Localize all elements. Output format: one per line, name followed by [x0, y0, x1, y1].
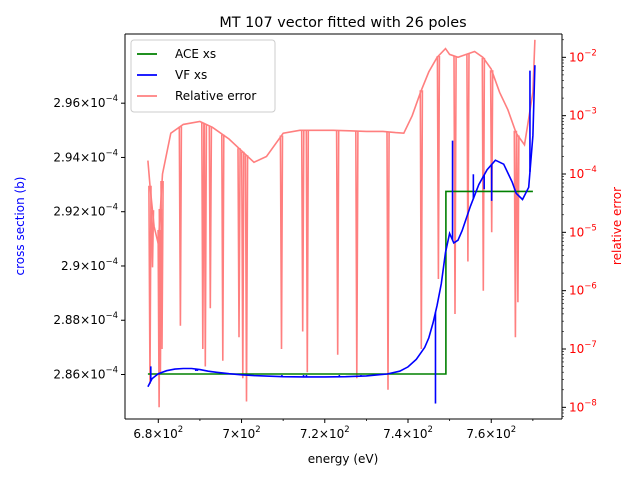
right-tick-label: 10−8: [569, 398, 597, 414]
left-tick-label: 2.94×10−4: [53, 148, 118, 164]
x-tick-label: 7.4×102: [383, 425, 433, 441]
x-tick-label: 7.6×102: [466, 425, 516, 441]
error-dip: [244, 155, 249, 402]
series-layer: [147, 39, 536, 408]
right-tick-label: 10−4: [569, 165, 597, 181]
error-dip: [513, 130, 518, 338]
error-dip: [240, 151, 245, 379]
error-dip: [208, 126, 213, 309]
left-tick-label: 2.86×10−4: [53, 366, 118, 382]
left-axis-label: cross section (b): [13, 177, 27, 276]
error-dip: [279, 135, 284, 350]
error-dip: [150, 210, 155, 268]
error-dip: [419, 90, 424, 350]
error-dip: [300, 130, 305, 332]
legend-label-vf: VF xs: [175, 68, 207, 82]
error-dip: [237, 148, 241, 338]
right-tick-label: 10−2: [569, 48, 597, 64]
legend-label-error: Relative error: [175, 89, 256, 103]
legend-box: [130, 39, 276, 113]
left-tick-label: 2.9×10−4: [61, 257, 118, 273]
chart-title: MT 107 vector fitted with 26 poles: [219, 15, 466, 31]
line-vf-xs: [147, 65, 536, 388]
error-dip: [201, 122, 205, 350]
error-dip: [305, 130, 310, 373]
right-axis-label: relative error: [610, 187, 624, 265]
x-axis-label: energy (eV): [308, 452, 379, 466]
legend: ACE xs VF xs Relative error: [130, 39, 276, 113]
right-axis-ticks: 10−8 10−7 10−6 10−5 10−4 10−3 10−2: [562, 39, 597, 417]
error-dip: [436, 55, 441, 280]
error-dip: [489, 70, 494, 233]
x-tick-label: 7.2×102: [300, 425, 350, 441]
x-tick-label: 6.8×102: [133, 425, 183, 441]
right-tick-label: 10−3: [569, 107, 597, 123]
line-ace-xs: [147, 190, 533, 375]
error-dip: [453, 56, 457, 315]
x-tick-label: 7×102: [222, 425, 260, 441]
left-tick-label: 2.88×10−4: [53, 311, 118, 327]
error-dip: [160, 180, 164, 350]
error-dip: [466, 53, 470, 262]
error-dip: [481, 57, 486, 291]
right-tick-label: 10−5: [569, 223, 597, 239]
error-dip: [335, 130, 340, 355]
right-tick-label: 10−6: [569, 282, 597, 298]
error-dip: [221, 134, 225, 361]
error-dip: [178, 126, 183, 326]
left-tick-label: 2.92×10−4: [53, 203, 118, 219]
left-tick-label: 2.96×10−4: [53, 94, 118, 110]
x-axis-ticks: 6.8×102 7×102 7.2×102 7.4×102 7.6×102: [133, 419, 534, 441]
legend-label-ace: ACE xs: [175, 47, 216, 61]
error-dip: [355, 131, 359, 379]
error-dip: [203, 123, 208, 367]
line-relative-error: [147, 39, 536, 245]
right-tick-label: 10−7: [569, 340, 597, 356]
left-axis-ticks: 2.86×10−4 2.88×10−4 2.9×10−4 2.92×10−4 2.94×…: [53, 94, 125, 382]
error-dip: [386, 131, 390, 390]
